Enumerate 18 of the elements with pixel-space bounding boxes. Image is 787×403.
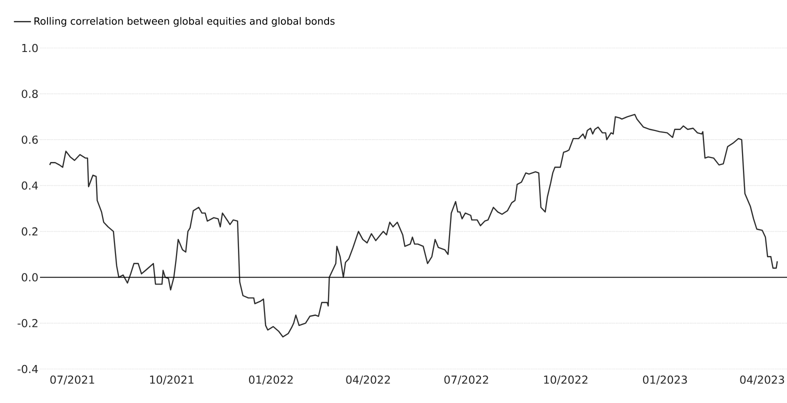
x-tick-label: 10/2021 [150,376,194,385]
y-tick-label: 0.8 [22,90,38,98]
x-tick-label: 04/2022 [346,376,390,385]
y-tick-label: -0.4 [18,364,38,374]
x-tick-label: 07/2022 [444,376,488,385]
line-series [49,114,778,338]
y-tick-label: -0.2 [18,319,38,328]
y-tick-label: 1.0 [22,44,38,52]
x-tick-label: 01/2022 [248,376,293,385]
x-tick-label: 01/2023 [642,376,687,385]
y-tick-label: 0.6 [22,136,38,144]
x-tick-label: 07/2021 [50,376,94,385]
y-tick-label: 0.4 [22,181,38,190]
legend-label: Rolling correlation between global equities and global bonds [34,17,335,27]
x-tick-label: 04/2023 [740,376,784,385]
x-tick-label: 10/2022 [544,376,588,385]
y-tick-label: 0.2 [22,227,38,236]
y-tick-label: 0.0 [22,273,38,282]
